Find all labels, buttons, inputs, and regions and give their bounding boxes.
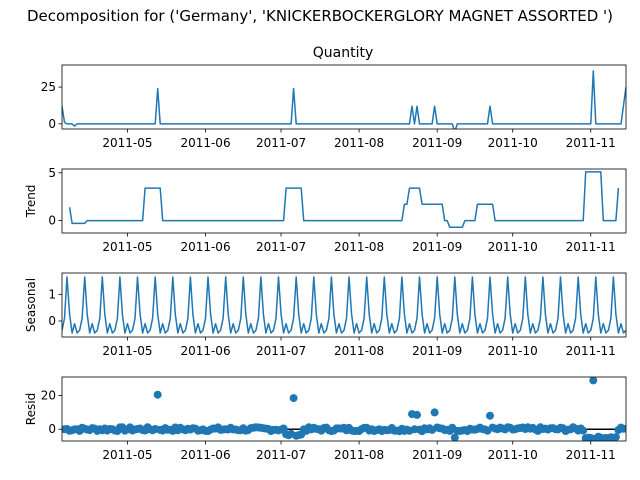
resid-point	[413, 410, 421, 419]
series-quantity	[62, 70, 626, 129]
x-tick-label-trend: 2011-09	[412, 240, 462, 254]
panel-trend: 0 5 2011-05 2011-06 2011-07 2011-08 2011-09 201…	[24, 166, 627, 254]
panel-quantity: 0 25 2011-05 2011-06 2011-07 2011-08 2011-09 20…	[41, 64, 627, 150]
x-tick-label-trend: 2011-07	[256, 240, 306, 254]
resid-point	[486, 411, 494, 420]
x-tick-label-resid: 2011-08	[334, 448, 384, 462]
x-tick-label-trend: 2011-11	[566, 240, 616, 254]
series-line-seasonal	[62, 276, 626, 334]
series-resid	[62, 377, 626, 441]
axes-frame-seasonal	[61, 272, 627, 338]
y-tick-label-resid: 20	[41, 389, 56, 403]
x-tick-label-seasonal: 2011-11	[566, 344, 616, 358]
x-tick-label-quantity: 2011-09	[412, 136, 462, 150]
series-seasonal	[62, 276, 626, 334]
y-axis-label-seasonal: Seasonal	[24, 278, 38, 332]
x-tick-label-seasonal: 2011-09	[412, 344, 462, 358]
y-axis-label-resid: Resid	[24, 393, 38, 425]
x-tick-label-resid: 2011-11	[566, 448, 616, 462]
x-tick-label-resid: 2011-05	[102, 448, 152, 462]
x-tick-label-quantity: 2011-11	[566, 136, 616, 150]
panels-group: 0 25 2011-05 2011-06 2011-07 2011-08 2011-09 20…	[24, 64, 627, 462]
y-axis-label-trend: Trend	[24, 185, 38, 219]
y-tick-label-quantity: 0	[48, 117, 56, 131]
resid-point	[430, 408, 439, 417]
x-tick-label-resid: 2011-09	[412, 448, 462, 462]
axes-frame-resid	[61, 376, 627, 442]
axes-frame-quantity	[61, 64, 627, 130]
x-tick-label-seasonal: 2011-10	[488, 344, 538, 358]
x-tick-label-quantity: 2011-08	[334, 136, 384, 150]
panel-title-quantity: Quantity	[313, 45, 374, 61]
resid-point	[589, 377, 598, 385]
y-tick-label-quantity: 25	[41, 80, 56, 94]
resid-point	[153, 390, 162, 399]
axes-frame-trend	[61, 168, 627, 234]
x-tick-label-seasonal: 2011-05	[102, 344, 152, 358]
x-tick-label-resid: 2011-10	[488, 448, 538, 462]
y-tick-label-resid: 0	[48, 422, 56, 436]
figure-suptitle: Decomposition for ('Germany', 'KNICKERBO…	[27, 7, 613, 25]
x-tick-label-resid: 2011-06	[180, 448, 230, 462]
x-tick-label-trend: 2011-08	[334, 240, 384, 254]
y-tick-label-seasonal: 0	[48, 314, 56, 328]
x-tick-label-seasonal: 2011-07	[256, 344, 306, 358]
y-tick-label-trend: 0	[48, 214, 56, 228]
x-tick-label-trend: 2011-05	[102, 240, 152, 254]
x-tick-label-quantity: 2011-06	[180, 136, 230, 150]
series-line-trend	[68, 171, 620, 229]
resid-point	[611, 433, 620, 441]
resid-point	[450, 433, 459, 441]
resid-point	[289, 394, 298, 403]
panel-seasonal: 0 1 2011-05 2011-06 2011-07 2011-08 2011-09 201…	[24, 272, 627, 358]
x-tick-label-trend: 2011-06	[180, 240, 230, 254]
resid-point	[579, 426, 588, 435]
y-tick-label-trend: 5	[48, 166, 56, 180]
x-tick-label-seasonal: 2011-06	[180, 344, 230, 358]
x-tick-label-quantity: 2011-07	[256, 136, 306, 150]
y-tick-label-seasonal: 1	[48, 287, 56, 301]
x-tick-label-seasonal: 2011-08	[334, 344, 384, 358]
x-tick-label-trend: 2011-10	[488, 240, 538, 254]
series-line-quantity	[62, 70, 626, 129]
x-tick-label-quantity: 2011-10	[488, 136, 538, 150]
x-tick-label-quantity: 2011-05	[102, 136, 152, 150]
series-trend	[68, 171, 620, 229]
resid-point	[619, 424, 626, 433]
panel-resid: 0 20 2011-05 2011-06 2011-07 2011-08 2011-09 20…	[24, 376, 627, 462]
x-tick-label-resid: 2011-07	[256, 448, 306, 462]
